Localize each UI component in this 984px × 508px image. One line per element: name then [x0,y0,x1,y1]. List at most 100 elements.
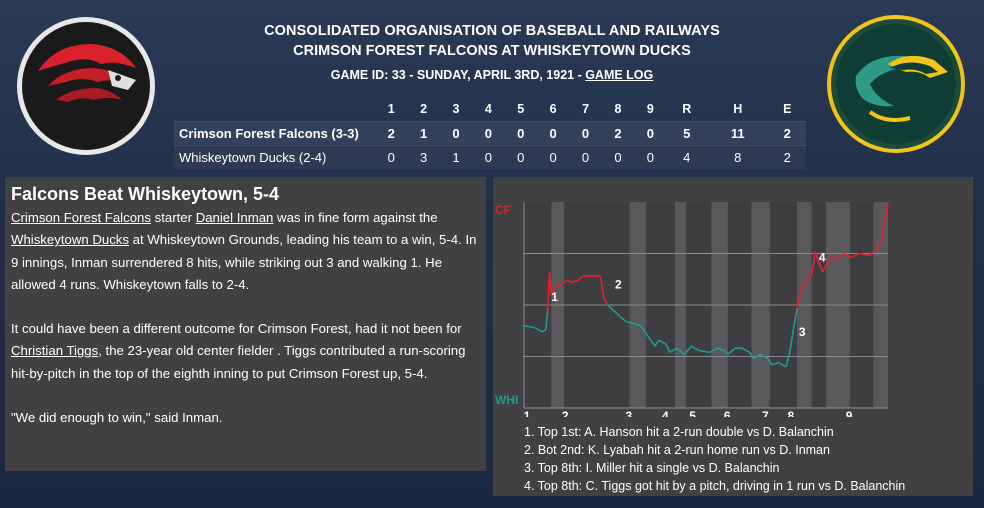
win-probability-segment [548,271,553,295]
win-probability-segment [676,347,685,356]
hits-total: 8 [706,144,769,169]
story-text: , the 23-year old center fielder . Tiggs… [11,343,466,381]
linescore-header-row: 1 2 3 4 5 6 7 8 9 R H E [174,97,806,121]
win-probability-segment [727,347,736,356]
win-probability-segment [683,345,693,355]
inning-score: 0 [504,120,537,145]
inning-score: 0 [375,144,408,169]
win-probability-segment [872,242,882,252]
win-probability-segment [639,325,656,347]
win-probability-segment [541,329,547,333]
win-probability-segment [799,275,809,291]
runs-total: 5 [666,120,707,145]
win-probability-segment [752,353,761,360]
inning-header: 6 [549,101,557,116]
event-note: 2. Bot 2nd: K. Lyabah hit a 2-run home r… [524,443,830,457]
team-name[interactable]: Crimson Forest Falcons (3-3) [174,120,375,145]
inning-label: 1 [524,409,531,417]
inning-score: 0 [569,120,602,145]
inning-label: 2 [562,409,569,417]
inning-score: 0 [504,144,537,169]
team-name[interactable]: Whiskeytown Ducks (2-4) [174,144,375,169]
story-headline: Falcons Beat Whiskeytown, 5-4 [11,184,280,204]
win-probability-segment [810,251,816,277]
inning-score: 0 [536,144,570,169]
inning-label: 9 [846,409,853,417]
game-info: GAME ID: 33 - SUNDAY, APRIL 3RD, 1921 - … [200,67,784,83]
inning-header: 1 [387,101,395,116]
event-marker: 1 [551,290,558,304]
story-paragraph: Crimson Forest Falcons starter Daniel In… [11,207,480,296]
win-probability-segment [571,279,579,284]
win-probability-segment [578,275,583,281]
win-probability-segment [792,308,798,330]
linescore-table: 1 2 3 4 5 6 7 8 9 R H E Crimson Forest F… [174,97,806,169]
win-probability-segment [879,203,889,244]
story-text: at Whiskeytown Grounds, leading his team… [11,232,477,292]
inning-header: 5 [517,101,525,116]
story-text: was in fine form against the [273,210,438,225]
win-probability-chart: CF WHI 1 2 3 4 5 6 7 8 9 1 2 3 4 [495,202,889,417]
inning-header: 9 [646,101,654,116]
win-probability-segment [546,272,551,312]
win-probability-segment [550,284,558,296]
win-probability-segment [618,314,627,323]
inning-header: 2 [420,101,428,116]
falcon-logo [17,17,155,155]
errors-total: 2 [768,120,806,145]
event-marker: 2 [615,278,622,292]
win-probability-segment [796,290,802,310]
errors-header: E [783,101,792,116]
inning-score: 2 [375,120,408,145]
win-probability-segment [669,347,678,354]
win-probability-segment [788,329,795,353]
story-text: It could have been a different outcome f… [11,321,462,337]
win-probability-segment [658,339,663,343]
inning-label: 5 [689,409,696,417]
win-probability-segment [767,358,773,366]
inning-header: 3 [452,101,460,116]
win-probability-segment [625,320,641,327]
win-probability-segment [829,256,838,261]
win-probability-segment [534,326,543,333]
player-link[interactable]: Christian Tiggs [11,343,99,359]
matchup-title: CRIMSON FOREST FALCONS AT WHISKEYTOWN DU… [293,43,691,59]
inning-label: 4 [662,409,669,417]
win-probability-segment [858,252,870,257]
story-text: starter [150,210,196,225]
linescore-row-home[interactable]: Whiskeytown Ducks (2-4) 0 3 1 0 0 0 0 0 … [174,144,806,169]
chart-top-label: CF [495,203,511,217]
linescore-row-away[interactable]: Crimson Forest Falcons (3-3) 2 1 0 0 0 0… [174,120,806,145]
win-probability-segment [748,351,755,359]
runs-total: 4 [666,144,707,169]
win-probability-segment [778,361,787,368]
team-link[interactable]: Whiskeytown Ducks [11,232,129,248]
game-info-text: GAME ID: 33 - SUNDAY, APRIL 3RD, 1921 - [330,68,586,82]
chart-bottom-label: WHI [495,393,518,407]
team-link[interactable]: Crimson Forest Falcons [11,210,151,225]
inning-label: 7 [762,409,769,417]
hits-header: H [733,101,743,116]
win-probability-segment [661,341,667,345]
win-probability-segment [665,343,671,353]
game-story-panel: Falcons Beat Whiskeytown, 5-4 Crimson Fo… [5,177,486,471]
event-notes: 1. Top 1st: A. Hanson hit a 2-run double… [524,423,905,495]
win-probability-segment [603,298,609,306]
hits-total: 11 [706,120,769,145]
player-link[interactable]: Daniel Inman [195,210,274,225]
inning-label: 6 [724,409,731,417]
win-probability-segment [785,352,791,367]
win-probability-segment [723,349,729,355]
inning-label: 8 [788,409,795,417]
inning-score: 2 [601,120,635,145]
inning-score: 0 [569,144,602,169]
duck-logo [827,15,965,153]
win-probability-segment [523,324,536,329]
errors-total: 2 [768,144,806,169]
inning-score: 0 [536,120,570,145]
event-note: 1. Top 1st: A. Hanson hit a 2-run double… [524,425,834,439]
win-probability-segment [869,250,875,257]
game-log-link[interactable]: GAME LOG [585,68,654,82]
win-probability-segment [771,361,780,366]
win-probability-segment [599,276,605,299]
